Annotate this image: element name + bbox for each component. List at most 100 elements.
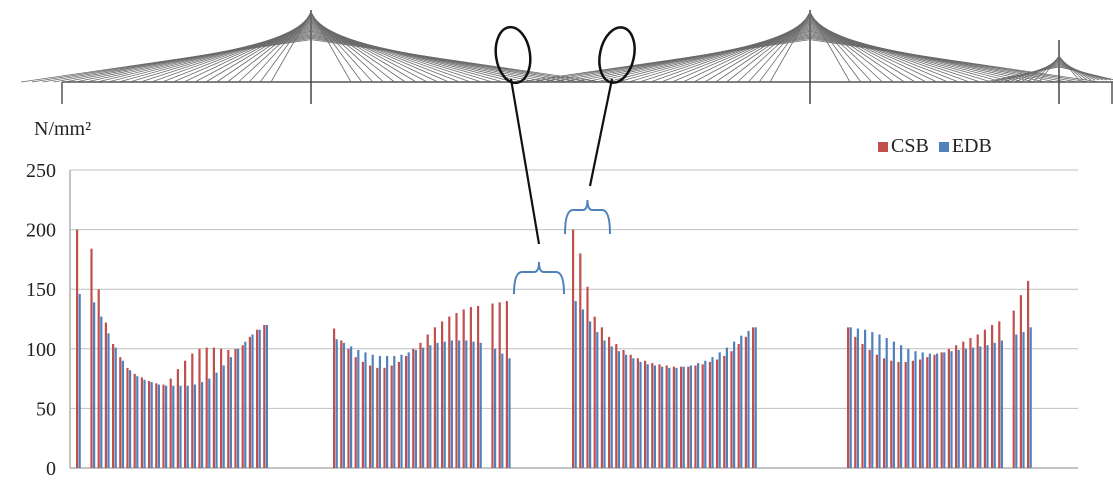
bar-csb (622, 349, 625, 468)
bar-csb (498, 302, 501, 468)
bar-csb (162, 384, 165, 468)
bar-edb (617, 351, 620, 468)
bar-csb (687, 366, 690, 468)
bar-csb (333, 328, 336, 468)
legend-swatch-csb (878, 141, 888, 152)
bar-csb (256, 329, 259, 468)
stay-cable (310, 28, 504, 83)
bar-edb (682, 366, 685, 468)
bar-edb (914, 351, 917, 468)
stay-cable (140, 26, 312, 83)
bar-csb (234, 348, 237, 468)
bar-csb (636, 358, 639, 468)
bar-edb (596, 332, 599, 468)
bar-csb (1027, 280, 1030, 468)
stay-cable (809, 28, 1003, 83)
bar-csb (340, 340, 343, 468)
bar-edb (414, 349, 417, 468)
bar-edb (201, 382, 204, 468)
bar-edb (172, 385, 175, 468)
bar-csb (847, 327, 850, 468)
stay-cable (129, 27, 312, 83)
bar-csb (708, 361, 711, 468)
bar-edb (1015, 334, 1018, 468)
bar-edb (335, 339, 338, 468)
bar-csb (680, 366, 683, 468)
bar-csb (248, 336, 251, 468)
bar-edb (244, 341, 247, 468)
bar-csb (126, 367, 129, 468)
bar-csb (991, 324, 994, 468)
bar-edb (472, 341, 475, 468)
stay-cable (984, 66, 1060, 83)
chart-legend: CSB EDB (878, 135, 1002, 158)
stay-cable (639, 26, 811, 83)
bar-csb (477, 305, 480, 468)
stay-cable (628, 27, 811, 83)
stay-cable (310, 23, 460, 83)
bar-csb (176, 369, 179, 468)
bar-csb (76, 229, 79, 468)
bar-edb (400, 354, 403, 468)
bar-csb (184, 360, 187, 468)
bar-edb (501, 353, 504, 468)
stay-cable (809, 23, 959, 83)
bar-edb (921, 352, 924, 468)
bar-csb (730, 351, 733, 468)
bar-csb (600, 327, 603, 468)
bar-edb (936, 353, 939, 468)
bar-csb (455, 313, 458, 468)
bar-csb (212, 347, 215, 468)
bar-edb (1029, 327, 1032, 468)
bar-csb (169, 378, 172, 468)
bar-csb (586, 286, 589, 468)
bar-csb (737, 344, 740, 468)
bar-csb (911, 360, 914, 468)
stay-cable (809, 39, 1101, 83)
bar-csb (1012, 310, 1015, 468)
bar-csb (723, 355, 726, 468)
stay-cable (595, 30, 811, 83)
bar-edb (878, 334, 881, 468)
bar-csb (155, 383, 158, 468)
bar-edb (494, 348, 497, 468)
bar-csb (947, 348, 950, 468)
bar-csb (220, 348, 223, 468)
bar-csb (976, 334, 979, 468)
bar-csb (883, 358, 886, 468)
bar-csb (868, 349, 871, 468)
stay-cable (585, 32, 811, 83)
brace-left (513, 261, 565, 295)
bar-edb (675, 367, 678, 468)
stay-cable (310, 26, 482, 83)
bar-edb (754, 327, 757, 468)
stay-cable (606, 29, 811, 83)
bar-csb (644, 360, 647, 468)
bar-csb (390, 365, 393, 468)
bar-edb (222, 365, 225, 468)
bar-csb (890, 360, 893, 468)
bar-edb (143, 379, 146, 468)
bar-csb (397, 361, 400, 468)
bar-csb (376, 367, 379, 468)
y-tick-label: 250 (26, 160, 56, 182)
stay-cable (310, 29, 515, 83)
bar-csb (104, 322, 107, 468)
bar-edb (704, 360, 707, 468)
stay-cable (809, 30, 1025, 83)
bar-edb (229, 357, 232, 468)
bar-csb (133, 373, 136, 468)
bar-csb (347, 348, 350, 468)
bar-csb (998, 321, 1001, 468)
bar-csb (752, 327, 755, 468)
bar-csb (97, 289, 100, 468)
bar-edb (639, 361, 642, 468)
bar-csb (672, 366, 675, 468)
y-tick-label: 200 (26, 220, 56, 242)
bar-csb (263, 324, 266, 468)
bar-edb (964, 348, 967, 468)
bar-csb (433, 327, 436, 468)
bar-csb (505, 301, 508, 468)
bar-csb (579, 253, 582, 468)
